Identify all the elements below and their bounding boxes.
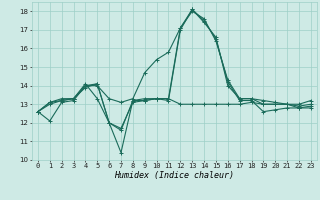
X-axis label: Humidex (Indice chaleur): Humidex (Indice chaleur)	[115, 171, 234, 180]
